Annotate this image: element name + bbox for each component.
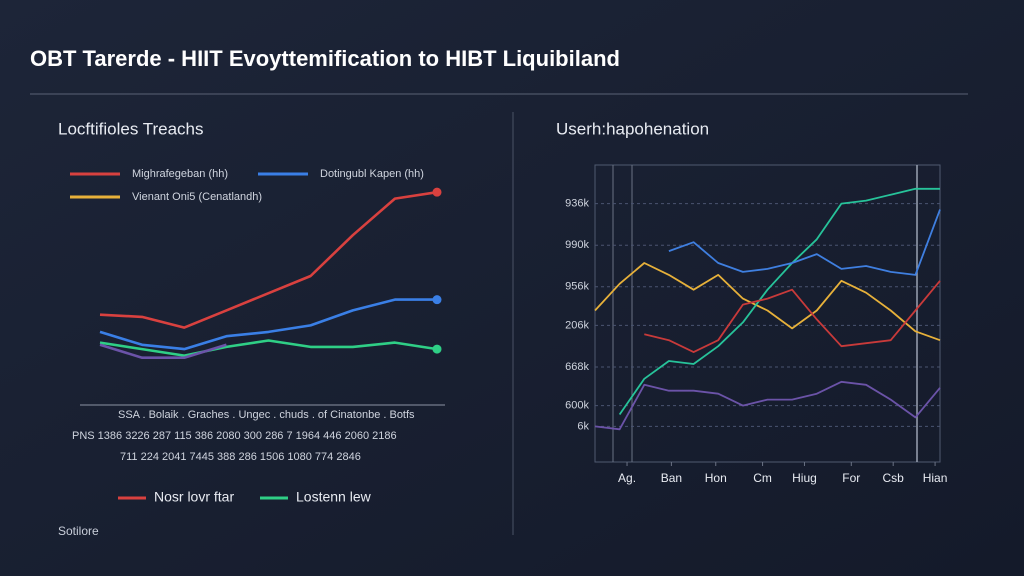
chart-title: Locftifioles Treachs	[58, 119, 204, 138]
x-tick-label: Hiug	[792, 471, 817, 485]
x-tick-label: Ban	[661, 471, 682, 485]
y-tick-label: 668k	[565, 361, 589, 373]
x-tick-label: Hian	[923, 471, 948, 485]
annotation: SSA . Bolaik . Graches . Ungec . chuds .…	[118, 409, 415, 421]
y-tick-label: 956k	[565, 281, 589, 293]
series-line	[594, 262, 941, 342]
legend-label: Mighrafegeban (hh)	[132, 168, 228, 180]
series-line	[618, 187, 940, 416]
x-tick-label: Cm	[753, 471, 772, 485]
series-line	[99, 190, 438, 329]
legend-label: Vienant Oni5 (Cenatlandh)	[132, 191, 262, 203]
annotation: 711 224 2041 7445 388 286 1506 1080 774 …	[120, 451, 361, 463]
x-tick-label: Csb	[883, 471, 905, 485]
y-tick-label: 936k	[565, 198, 589, 210]
series-line	[99, 298, 437, 351]
x-tick-label: Ag.	[618, 471, 636, 485]
chart-title: Userh:hapohenation	[556, 119, 709, 138]
x-tick-label: For	[842, 471, 860, 485]
y-tick-label: 600k	[565, 399, 589, 411]
end-dot	[432, 187, 442, 197]
legend-label: Dotingubl Kapen (hh)	[320, 168, 424, 180]
series-line	[99, 343, 227, 359]
footer: Sotilore	[58, 524, 99, 538]
series-line	[99, 339, 438, 357]
y-tick-label: 990k	[565, 239, 589, 251]
series-line	[668, 209, 941, 276]
series-line	[594, 380, 941, 431]
end-dot	[432, 295, 442, 305]
y-tick-label: 206k	[565, 319, 589, 331]
annotation: PNS 1386 3226 287 115 386 2080 300 286 7…	[72, 430, 397, 442]
end-dot	[432, 344, 442, 354]
legend-label: Nosr lovr ftar	[154, 489, 234, 505]
series-line	[644, 280, 941, 353]
y-tick-label: 6k	[577, 420, 589, 432]
plot-frame	[594, 164, 941, 463]
x-tick-label: Hon	[705, 471, 727, 485]
page-title: OBT Tarerde - HIIT Evoyttemification to …	[30, 46, 620, 71]
legend-label: Lostenn lew	[296, 489, 372, 505]
